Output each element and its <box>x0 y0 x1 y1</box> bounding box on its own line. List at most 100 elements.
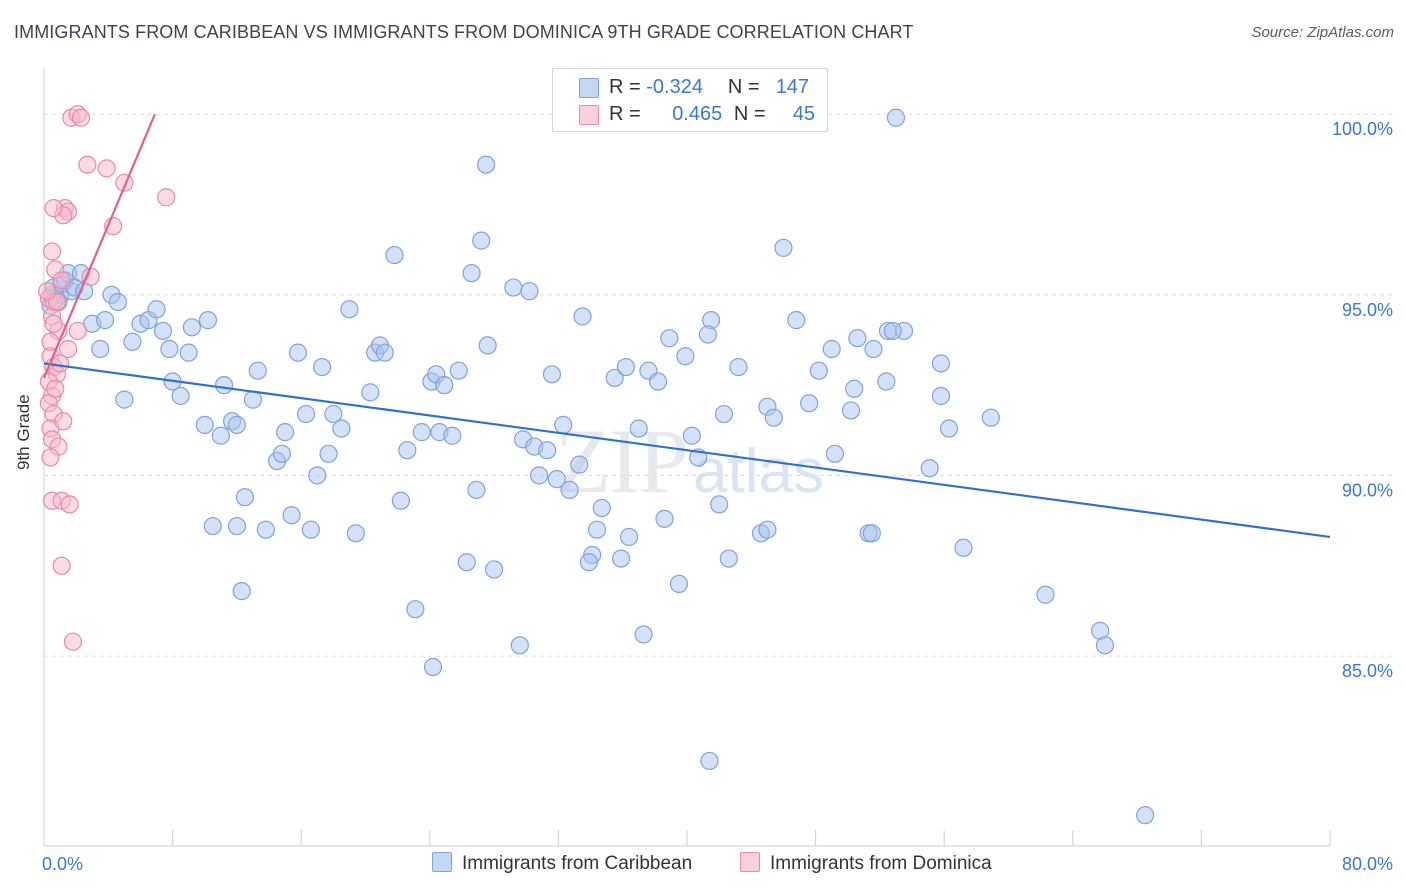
caribbean-point <box>520 282 539 301</box>
caribbean-point <box>620 527 639 547</box>
caribbean-point <box>296 404 316 424</box>
caribbean-point <box>115 390 134 409</box>
caribbean-point <box>920 459 939 478</box>
dominica-point <box>60 495 79 514</box>
bottom-legend-caribbean: Immigrants from Caribbean <box>432 852 692 875</box>
caribbean-point <box>248 361 267 380</box>
caribbean-point <box>538 441 557 460</box>
caribbean-point <box>719 549 738 568</box>
caribbean-point <box>587 520 607 539</box>
caribbean-point <box>319 444 338 463</box>
y-tick-label: 85.0% <box>1342 661 1393 681</box>
caribbean-point <box>676 347 695 366</box>
caribbean-point <box>669 574 689 593</box>
caribbean-point <box>147 300 166 319</box>
caribbean-point <box>198 311 218 330</box>
dominica-point <box>50 354 70 373</box>
caribbean-point <box>391 491 410 510</box>
caribbean-point <box>476 155 496 174</box>
caribbean-point <box>91 339 110 359</box>
caribbean-point <box>634 625 653 644</box>
dominica-point <box>54 412 73 431</box>
dominica-point <box>52 271 71 290</box>
dominica-point <box>59 339 78 359</box>
caribbean-point <box>346 524 365 543</box>
caribbean-point <box>848 329 867 348</box>
caribbean-point <box>406 600 425 619</box>
caribbean-point <box>272 444 292 463</box>
caribbean-point <box>472 231 491 250</box>
caribbean-point <box>954 538 973 557</box>
dominica-point <box>71 108 91 127</box>
caribbean-point <box>504 278 523 297</box>
dominica-point <box>68 321 87 341</box>
legend-r-label: R = <box>609 103 641 125</box>
legend-n-value-dominica: 45 <box>792 103 816 125</box>
caribbean-trend-line <box>43 362 1331 539</box>
caribbean-point <box>682 426 701 445</box>
y-axis-label: 9th Grade <box>14 394 33 470</box>
caribbean-point <box>478 336 497 355</box>
caribbean-point <box>227 516 246 536</box>
caribbean-point <box>605 368 624 388</box>
legend-r-value-dominica: 0.465 <box>672 103 723 125</box>
caribbean-point <box>710 495 729 514</box>
y-tick-label: 90.0% <box>1342 480 1393 500</box>
caribbean-point <box>256 520 275 539</box>
caribbean-point <box>385 245 404 265</box>
dominica-point <box>44 198 63 218</box>
legend-r-label: R = <box>609 76 641 98</box>
caribbean-point <box>243 390 263 409</box>
caribbean-point <box>108 292 128 312</box>
caribbean-point <box>822 339 841 359</box>
legend-swatch-caribbean <box>579 78 599 98</box>
watermark-atlas: atlas <box>693 437 824 506</box>
dominica-point <box>38 282 57 301</box>
caribbean-point <box>877 372 896 391</box>
dominica-point <box>52 556 71 575</box>
caribbean-point <box>660 329 679 348</box>
caribbean-point <box>195 415 214 434</box>
caribbean-point <box>160 339 179 359</box>
caribbean-point <box>542 365 562 384</box>
y-tick-label: 95.0% <box>1342 300 1393 320</box>
y-tick-label: 100.0% <box>1332 119 1393 139</box>
caribbean-point <box>153 321 173 341</box>
bottom-legend-label-caribbean: Immigrants from Caribbean <box>462 853 693 874</box>
legend-r-value-caribbean: -0.324 <box>646 76 703 98</box>
caribbean-point <box>554 415 573 434</box>
caribbean-point <box>886 108 906 127</box>
caribbean-point <box>282 506 301 525</box>
caribbean-point <box>457 553 476 572</box>
caribbean-point <box>214 376 234 395</box>
caribbean-point <box>560 480 579 500</box>
caribbean-point <box>123 332 142 351</box>
caribbean-point <box>412 423 431 442</box>
caribbean-point <box>698 325 717 344</box>
caribbean-point <box>758 520 777 539</box>
dominica-point <box>42 242 62 261</box>
dominica-point <box>157 188 176 207</box>
bottom-legend-swatch-dominica <box>740 852 760 872</box>
caribbean-point <box>398 441 417 460</box>
legend-n-label: N = <box>727 76 760 98</box>
correlation-legend: R = -0.324 N = 147 R = 0.465 N = 45 <box>552 68 828 132</box>
caribbean-point <box>931 354 951 373</box>
legend-swatch-dominica <box>579 105 599 125</box>
caribbean-point <box>648 372 668 391</box>
caribbean-point <box>312 357 332 377</box>
caribbean-point <box>547 470 566 489</box>
x-tick-label-min: 0.0% <box>42 854 83 874</box>
caribbean-point <box>729 357 748 377</box>
chart-title: IMMIGRANTS FROM CARIBBEAN VS IMMIGRANTS … <box>14 22 914 42</box>
caribbean-point <box>467 480 486 500</box>
caribbean-point <box>825 444 844 463</box>
caribbean-point <box>700 751 719 771</box>
caribbean-point <box>579 553 599 572</box>
caribbean-point <box>845 379 864 398</box>
caribbean-point <box>530 466 549 485</box>
caribbean-point <box>570 455 589 474</box>
caribbean-point <box>301 520 320 539</box>
dominica-point <box>44 314 63 333</box>
caribbean-point <box>862 524 881 543</box>
